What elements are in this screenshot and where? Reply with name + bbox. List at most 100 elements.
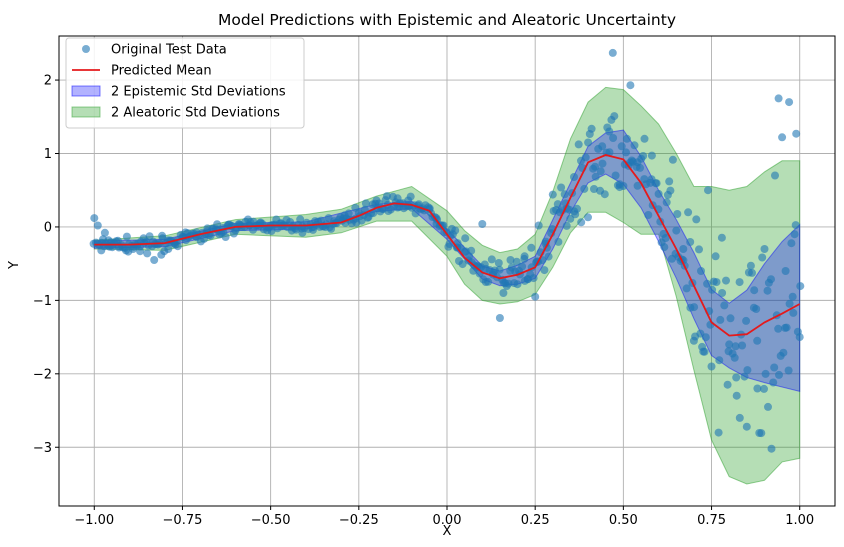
scatter-point (760, 384, 768, 393)
x-tick-label: −0.50 (251, 513, 291, 528)
x-tick-label: −0.75 (163, 513, 203, 528)
scatter-point (750, 286, 759, 295)
scatter-point (544, 252, 553, 261)
scatter-point (686, 303, 695, 312)
scatter-point (622, 134, 631, 143)
scatter-point (495, 314, 504, 322)
scatter-point (668, 155, 677, 164)
scatter-point (136, 247, 145, 256)
scatter-point (122, 232, 131, 241)
scatter-point (647, 175, 656, 184)
scatter-point (372, 196, 381, 205)
scatter-point (458, 260, 467, 269)
scatter-point (287, 226, 296, 235)
scatter-point (753, 384, 762, 393)
scatter-point (90, 214, 99, 223)
scatter-point (790, 230, 799, 239)
scatter-point (587, 124, 596, 133)
scatter-point (100, 228, 109, 237)
scatter-point (785, 299, 794, 308)
scatter-point (570, 173, 578, 181)
scatter-point (596, 167, 605, 176)
legend-marker-band (71, 106, 101, 118)
scatter-point (351, 203, 360, 212)
scatter-point (633, 181, 642, 190)
scatter-point (512, 257, 521, 266)
scatter-point (714, 428, 723, 437)
scatter-point (682, 284, 691, 293)
scatter-point (725, 340, 734, 349)
scatter-point (757, 429, 766, 438)
y-tick-label: 0 (44, 220, 52, 235)
legend-label: Original Test Data (111, 43, 227, 58)
scatter-point (760, 245, 769, 253)
scatter-point (487, 255, 496, 264)
scatter-point (782, 323, 791, 332)
scatter-point (584, 213, 592, 222)
scatter-point (684, 208, 693, 217)
y-tick-label: 2 (44, 74, 52, 89)
scatter-point (224, 220, 233, 229)
scatter-point (701, 333, 710, 342)
scatter-point (785, 98, 794, 107)
scatter-point (615, 180, 624, 189)
scatter-point (692, 215, 701, 224)
scatter-point (732, 391, 741, 400)
scatter-point (792, 129, 801, 138)
scatter-point (221, 233, 230, 241)
scatter-point (720, 301, 729, 310)
scatter-point (731, 342, 740, 351)
scatter-point (666, 186, 675, 195)
scatter-point (764, 402, 772, 411)
scatter-point (562, 221, 571, 230)
scatter-point (383, 192, 391, 201)
scatter-point (654, 189, 663, 198)
scatter-point (531, 292, 540, 301)
scatter-point (778, 133, 787, 142)
scatter-point (715, 356, 724, 365)
legend-frame (65, 37, 305, 129)
scatter-point (461, 234, 470, 243)
scatter-point (647, 151, 656, 160)
scatter-point (791, 221, 800, 230)
scatter-point (763, 286, 772, 295)
scatter-point (726, 314, 735, 323)
scatter-point (605, 127, 614, 136)
scatter-point (730, 353, 739, 362)
scatter-point (451, 226, 460, 235)
scatter-point (584, 138, 593, 147)
scatter-point (150, 256, 159, 264)
scatter-point (122, 246, 130, 255)
scatter-point (478, 220, 487, 228)
scatter-point (779, 348, 788, 357)
scatter-point (796, 282, 805, 291)
scatter-point (753, 336, 762, 345)
scatter-point (718, 289, 727, 297)
scatter-point (499, 289, 508, 297)
y-axis-label: Y (7, 261, 22, 270)
x-tick-label: 0.25 (521, 513, 550, 528)
scatter-point (495, 265, 504, 274)
scatter-point (771, 171, 779, 180)
x-tick-label: 0.00 (433, 513, 462, 528)
scatter-point (644, 211, 653, 219)
scatter-point (513, 280, 522, 289)
scatter-point (617, 142, 626, 151)
scatter-point (630, 141, 639, 150)
scatter-point (474, 263, 483, 272)
scatter-point (529, 274, 538, 283)
chart-title: Model Predictions with Epistemic and Ale… (218, 11, 676, 29)
scatter-point (761, 369, 770, 378)
scatter-point (143, 249, 152, 258)
scatter-point (742, 422, 751, 431)
scatter-point (665, 177, 674, 186)
scatter-point (557, 183, 566, 192)
scatter-point (577, 218, 586, 227)
scatter-point (361, 199, 370, 208)
scatter-point (795, 333, 804, 342)
scatter-point (591, 172, 600, 181)
scatter-point (527, 243, 536, 252)
scatter-point (740, 372, 749, 381)
scatter-point (775, 370, 783, 379)
